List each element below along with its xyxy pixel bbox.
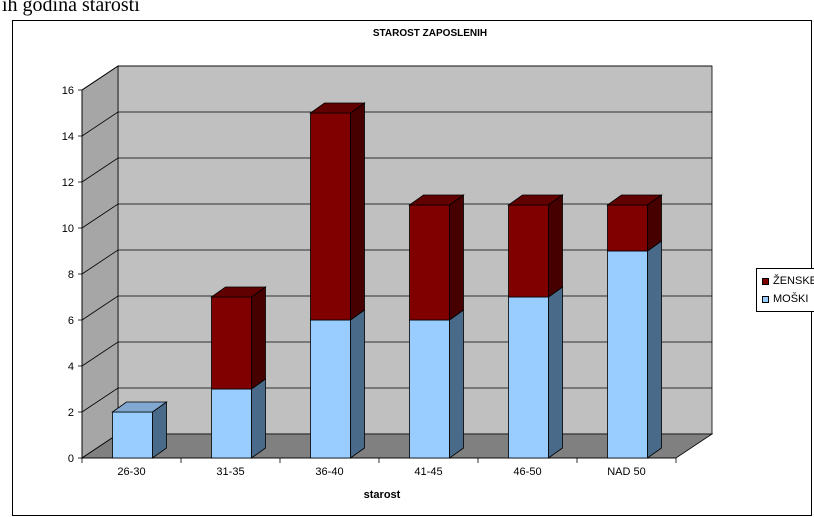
page-top-text: ih godina starosti <box>2 0 140 16</box>
bar-zenske-front <box>310 112 351 321</box>
y-tick-label: 4 <box>68 361 74 373</box>
bar-zenske-side <box>548 194 563 298</box>
x-tick-label: 41-45 <box>414 466 442 478</box>
bar-zenske-front <box>211 296 252 390</box>
y-tick-label: 10 <box>62 223 74 235</box>
legend-swatch-moski <box>762 295 769 303</box>
bar-moski-side <box>647 240 662 459</box>
y-tick-label: 0 <box>68 453 74 465</box>
y-tick-label: 6 <box>68 315 74 327</box>
x-tick-label: 31-35 <box>216 466 244 478</box>
bar-top <box>309 102 366 114</box>
bar-top <box>210 286 267 298</box>
bar-moski-side <box>548 286 563 459</box>
bar-zenske-front <box>409 204 450 321</box>
y-tick-label: 8 <box>68 269 74 281</box>
bar-zenske-front <box>508 204 549 298</box>
bar-zenske-side <box>350 102 365 321</box>
bar-moski-side <box>350 309 365 459</box>
legend-item-zenske: ŽENSKE <box>762 275 814 287</box>
bar-top <box>606 194 663 206</box>
x-tick-label: 46-50 <box>513 466 541 478</box>
x-axis-label: starost <box>364 489 401 501</box>
chart-title: STAROST ZAPOSLENIH <box>373 28 487 39</box>
legend-label-zenske: ŽENSKE <box>773 275 814 287</box>
y-tick-label: 14 <box>62 131 74 143</box>
y-tick-label: 12 <box>62 177 74 189</box>
bar-moski-front <box>607 250 648 459</box>
x-tick-label: NAD 50 <box>607 466 646 478</box>
bar-top <box>507 194 564 206</box>
y-tick-label: 16 <box>62 85 74 97</box>
bar-moski-side <box>251 378 266 459</box>
gridline <box>81 111 712 137</box>
bar-moski-side <box>449 309 464 459</box>
bar-zenske-side <box>449 194 464 321</box>
gridline <box>81 65 712 91</box>
bar-zenske-front <box>607 204 648 252</box>
y-tick-label: 2 <box>68 407 74 419</box>
x-tick-label: 26-30 <box>117 466 145 478</box>
bar-moski-front <box>508 296 549 459</box>
gridline <box>81 157 712 183</box>
bar-moski-front <box>112 411 153 459</box>
x-tick-label: 36-40 <box>315 466 343 478</box>
bar-top <box>408 194 465 206</box>
legend-item-moski: MOŠKI <box>762 293 808 305</box>
legend-swatch-zenske <box>762 277 769 285</box>
legend: ŽENSKE MOŠKI <box>756 268 814 312</box>
legend-label-moski: MOŠKI <box>773 293 809 305</box>
bar-zenske-side <box>251 286 266 390</box>
bar-moski-front <box>409 319 450 459</box>
bar-moski-front <box>211 388 252 459</box>
bar-top <box>111 401 168 413</box>
bar-moski-front <box>310 319 351 459</box>
